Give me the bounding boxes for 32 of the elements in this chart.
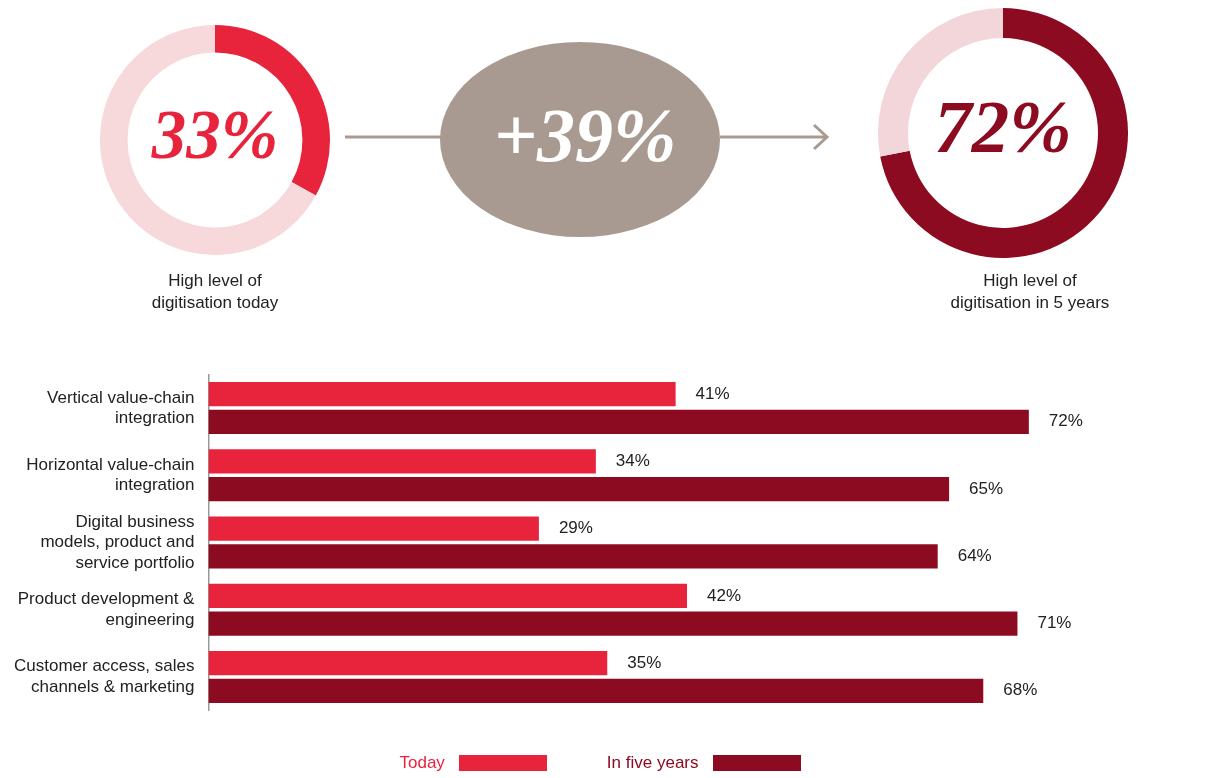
data-label: 64% bbox=[957, 545, 992, 565]
data-label: 71% bbox=[1037, 613, 1072, 633]
bar bbox=[208, 651, 608, 676]
data-label: 65% bbox=[969, 478, 1004, 498]
bar bbox=[208, 544, 938, 569]
bar bbox=[208, 678, 984, 703]
text: In five years bbox=[606, 753, 699, 773]
bar bbox=[208, 449, 596, 474]
data-label: 29% bbox=[558, 518, 593, 538]
data-label: 34% bbox=[615, 451, 650, 471]
data-label: 68% bbox=[1003, 680, 1038, 700]
bar bbox=[208, 611, 1018, 636]
data-label: 42% bbox=[707, 585, 742, 605]
y-tick-label: Customer access, sales channels & marketing bbox=[14, 656, 195, 696]
y-tick-label: Vertical value-chain integration bbox=[47, 387, 195, 427]
text: High level of digitisation today bbox=[150, 270, 280, 314]
bar bbox=[208, 583, 688, 609]
text: Today bbox=[399, 753, 445, 773]
y-tick-label: Product development & engineering bbox=[17, 589, 196, 629]
bar bbox=[208, 516, 539, 541]
data-label: 72% bbox=[1048, 411, 1083, 431]
bar bbox=[208, 382, 676, 407]
data-label: 72% bbox=[934, 85, 1072, 169]
data-label: 33% bbox=[150, 96, 279, 173]
text: High level of digitisation in 5 years bbox=[949, 270, 1111, 314]
text: +39% bbox=[492, 92, 678, 179]
y-tick-label: Digital business models, product and service portfolio bbox=[40, 511, 195, 572]
bar bbox=[208, 476, 950, 502]
bar bbox=[208, 409, 1029, 434]
data-label: 41% bbox=[695, 383, 730, 403]
y-tick-label: Horizontal value-chain integration bbox=[26, 454, 195, 495]
data-label: 35% bbox=[627, 652, 662, 672]
